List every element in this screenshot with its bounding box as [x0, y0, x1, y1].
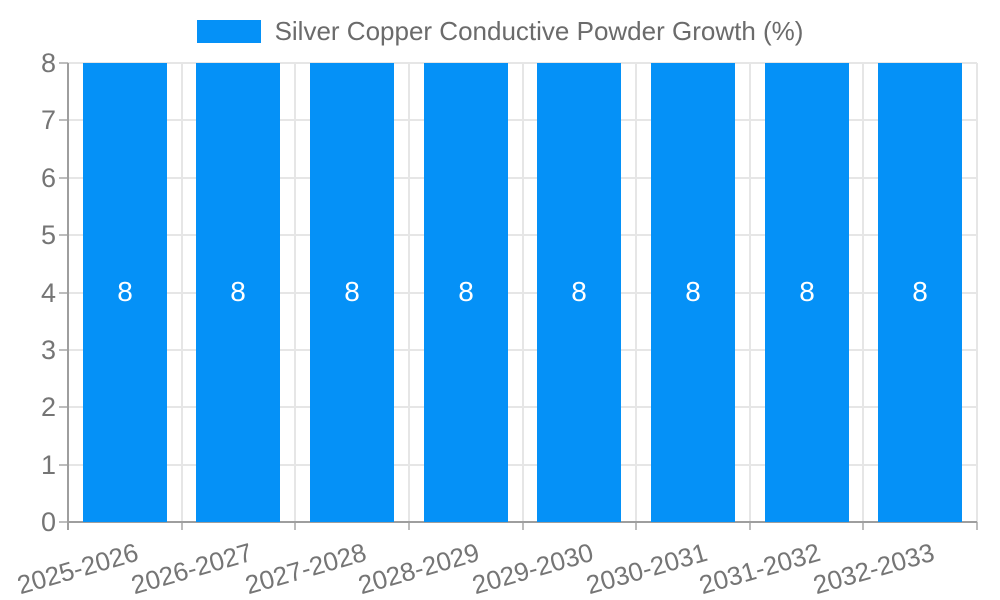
bar[interactable]: 8 — [83, 63, 167, 522]
x-axis-label: 2030-2031 — [582, 537, 711, 600]
bar[interactable]: 8 — [651, 63, 735, 522]
x-axis-tick — [294, 522, 297, 530]
legend-swatch — [196, 20, 261, 43]
bar[interactable]: 8 — [424, 63, 508, 522]
bar-value-label: 8 — [799, 275, 815, 307]
x-axis-line — [68, 521, 977, 523]
bar[interactable]: 8 — [537, 63, 621, 522]
y-axis-tick — [59, 176, 68, 179]
x-axis-tick — [407, 522, 410, 530]
gridline-vertical — [862, 63, 865, 522]
y-axis-tick — [59, 291, 68, 294]
y-axis-label: 2 — [40, 392, 56, 423]
bar[interactable]: 8 — [765, 63, 849, 522]
y-axis-tick — [59, 521, 68, 523]
bar-value-label: 8 — [344, 275, 360, 307]
y-axis-tick — [59, 234, 68, 237]
gridline-vertical — [635, 63, 638, 522]
bar-value-label: 8 — [458, 275, 474, 307]
y-axis-label: 8 — [40, 48, 56, 78]
y-axis-label: 1 — [40, 449, 56, 480]
gridline-vertical — [294, 63, 297, 522]
y-axis-tick — [59, 62, 68, 64]
y-axis-tick — [59, 406, 68, 409]
bar[interactable]: 8 — [196, 63, 280, 522]
y-axis-tick — [59, 348, 68, 351]
y-axis-label: 3 — [40, 334, 56, 365]
y-axis-tick — [59, 119, 68, 122]
bar-value-label: 8 — [685, 275, 701, 307]
legend[interactable]: Silver Copper Conductive Powder Growth (… — [0, 16, 1000, 47]
bar-value-label: 8 — [912, 275, 928, 307]
x-axis-tick — [862, 522, 865, 530]
x-axis-label: 2029-2030 — [468, 537, 597, 600]
x-axis-label: 2031-2032 — [696, 537, 824, 600]
y-axis-label: 7 — [40, 105, 56, 136]
bar-value-label: 8 — [230, 275, 246, 307]
gridline-vertical — [180, 63, 183, 522]
y-axis-label: 4 — [40, 277, 56, 308]
x-axis-label: 2032-2033 — [809, 537, 938, 600]
gridline-vertical — [748, 63, 751, 522]
x-axis-tick — [635, 522, 638, 530]
x-axis-tick — [976, 522, 978, 530]
y-axis-label: 6 — [40, 162, 56, 193]
bar[interactable]: 8 — [878, 63, 962, 522]
x-axis-label: 2026-2027 — [127, 537, 256, 600]
y-axis-line — [67, 63, 69, 530]
legend-label: Silver Copper Conductive Powder Growth (… — [274, 16, 804, 46]
x-axis-tick — [180, 522, 183, 530]
gridline-vertical — [521, 63, 524, 522]
bar-value-label: 8 — [117, 275, 133, 307]
x-axis-label: 2028-2029 — [355, 537, 483, 600]
x-axis-label: 2025-2026 — [14, 537, 143, 600]
bar-value-label: 8 — [571, 275, 587, 307]
y-axis-label: 5 — [40, 220, 56, 251]
y-axis-tick — [59, 463, 68, 466]
gridline-vertical — [976, 63, 978, 522]
gridline-vertical — [407, 63, 410, 522]
x-axis-tick — [521, 522, 524, 530]
x-axis-tick — [748, 522, 751, 530]
bar[interactable]: 8 — [310, 63, 394, 522]
y-axis-label: 0 — [40, 507, 56, 537]
x-axis-label: 2027-2028 — [241, 537, 370, 600]
